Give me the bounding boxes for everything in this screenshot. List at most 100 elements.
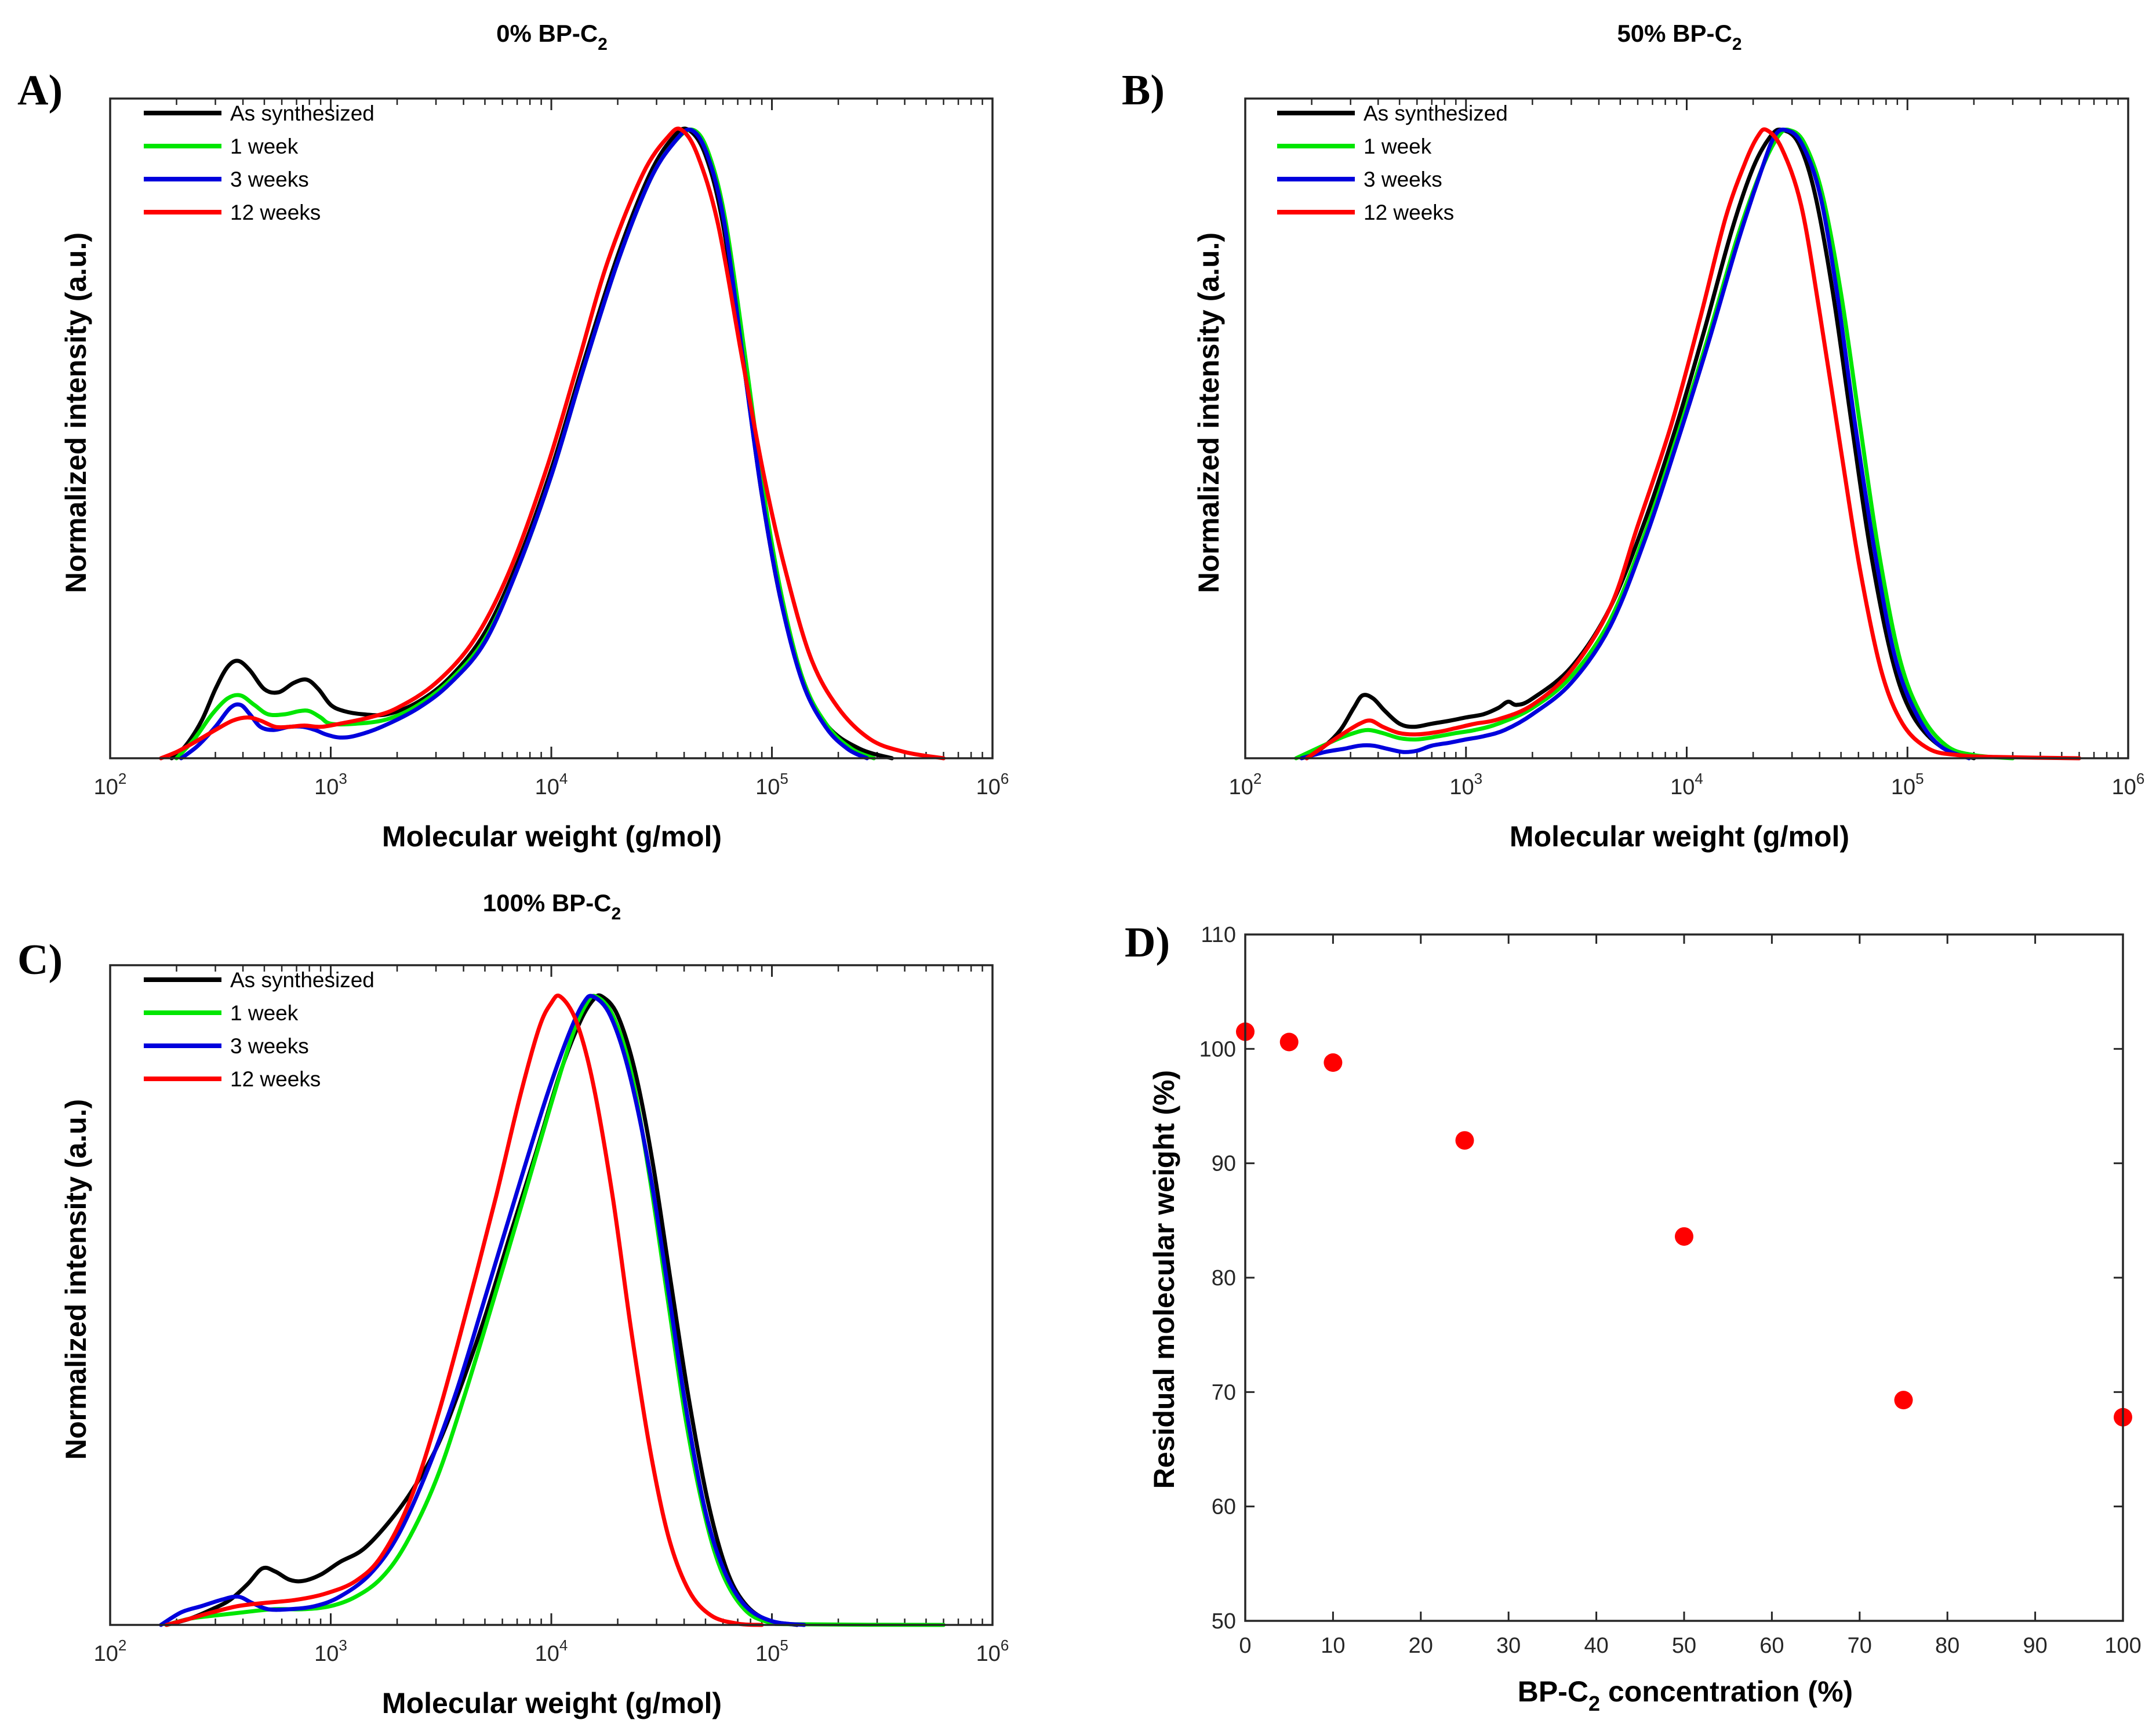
panel-b-x-tick-label: 106 <box>2112 770 2145 799</box>
panel-b: B) 50% BP-C2 102 103 104 105 106 Molecular w… <box>1122 20 2144 853</box>
tick-base: 10 <box>314 775 339 799</box>
panel-a-ylabel: Normalized intensity (a.u.) <box>60 232 92 593</box>
legend-label-12-weeks: 12 weeks <box>230 1067 321 1091</box>
panel-d-axes-box <box>1244 933 2124 1622</box>
panel-c-axes-box <box>109 964 994 1626</box>
panel-c-letter: C) <box>17 936 63 984</box>
tick-base: 10 <box>755 1642 780 1666</box>
panel-a-x-tick-label: 106 <box>976 770 1009 799</box>
panel-c-series-as-synthesized <box>164 993 799 1627</box>
panel-c-title-main: 100% BP-C <box>483 889 612 917</box>
legend-label-1-week: 1 week <box>230 134 299 158</box>
panel-c-series-3-weeks <box>159 994 806 1627</box>
panel-b-axes-box <box>1244 97 2129 759</box>
panel-c-title-sub: 2 <box>612 904 621 923</box>
tick-exponent: 4 <box>559 770 568 787</box>
panel-a-axes-box <box>109 97 994 759</box>
panel-d-plot: 0 10 20 30 40 50 60 70 80 90 100 50 60 70 80 90 100 110 <box>1199 923 2142 1658</box>
panel-d-x-tick-label: 60 <box>1759 1634 1784 1658</box>
panel-d-ylabel: Residual molecular weight (%) <box>1148 1070 1180 1489</box>
panel-b-plot: 102 103 104 105 106 <box>1229 97 2145 799</box>
legend-label-as-synthesized: As synthesized <box>230 101 375 125</box>
panel-d-y-tick-label: 50 <box>1212 1609 1236 1634</box>
tick-base: 10 <box>535 1642 559 1666</box>
legend-label-1-week: 1 week <box>1364 134 1432 158</box>
panel-b-x-tick-label: 102 <box>1229 770 1262 799</box>
legend-label-1-week: 1 week <box>230 1001 299 1025</box>
tick-base: 10 <box>2112 775 2136 799</box>
panel-c-ylabel: Normalized intensity (a.u.) <box>60 1099 92 1460</box>
panel-d-x-tick-label: 100 <box>2104 1634 2141 1658</box>
legend-label-3-weeks: 3 weeks <box>230 168 309 191</box>
legend-label-3-weeks: 3 weeks <box>230 1034 309 1058</box>
panel-a-x-tick-label: 102 <box>94 770 127 799</box>
panel-d-x-tick-label: 50 <box>1672 1634 1696 1658</box>
tick-base: 10 <box>1670 775 1695 799</box>
tick-exponent: 5 <box>780 770 788 787</box>
panel-d-x-tick-label: 0 <box>1239 1634 1251 1658</box>
panel-b-legend: As synthesized 1 week 3 weeks 12 weeks <box>1277 101 1508 224</box>
panel-a-title-sub: 2 <box>598 35 608 54</box>
panel-d-x-tick-label: 40 <box>1584 1634 1608 1658</box>
tick-exponent: 3 <box>1474 770 1482 787</box>
tick-exponent: 2 <box>1253 770 1261 787</box>
tick-exponent: 2 <box>118 1637 126 1654</box>
panel-d-xlabel-sub: 2 <box>1588 1692 1600 1715</box>
panel-d-y-tick-label: 70 <box>1212 1380 1236 1405</box>
panel-d-y-tick-label: 80 <box>1212 1266 1236 1290</box>
panel-b-x-tick-label: 104 <box>1670 770 1703 799</box>
panel-b-series-3-weeks <box>1299 128 1971 761</box>
tick-base: 10 <box>94 775 118 799</box>
panel-b-title-main: 50% BP-C <box>1617 20 1732 47</box>
tick-base: 10 <box>94 1642 118 1666</box>
panel-d-y-tick-label: 100 <box>1199 1037 1236 1061</box>
panel-a-title-main: 0% BP-C <box>496 20 598 47</box>
panel-c: C) 100% BP-C2 102 103 104 105 106 Molecular … <box>17 889 1009 1719</box>
tick-exponent: 6 <box>1001 1637 1009 1654</box>
panel-b-series-as-synthesized <box>1304 128 1976 761</box>
panel-a-series-12-weeks <box>159 126 946 761</box>
panel-d-data-point <box>1894 1391 1913 1410</box>
tick-base: 10 <box>535 775 559 799</box>
panel-c-series-12-weeks <box>164 993 764 1627</box>
panel-b-xlabel: Molecular weight (g/mol) <box>1510 820 1849 853</box>
panel-a-plot: 102 103 104 105 106 <box>94 97 1009 799</box>
panel-d-y-tick-label: 60 <box>1212 1495 1236 1519</box>
panel-b-title: 50% BP-C2 <box>1617 20 1741 54</box>
panel-d-x-tick-label: 20 <box>1409 1634 1433 1658</box>
tick-base: 10 <box>1449 775 1474 799</box>
tick-exponent: 3 <box>339 1637 347 1654</box>
panel-d-x-tick-label: 10 <box>1321 1634 1345 1658</box>
panel-c-x-tick-label: 103 <box>314 1637 347 1666</box>
tick-exponent: 3 <box>339 770 347 787</box>
panel-d-x-tick-label: 30 <box>1496 1634 1521 1658</box>
panel-a-title: 0% BP-C2 <box>496 20 608 54</box>
tick-base: 10 <box>755 775 780 799</box>
panel-d-data-point <box>1675 1227 1693 1246</box>
legend-label-12-weeks: 12 weeks <box>230 201 321 224</box>
panel-c-x-tick-label: 105 <box>755 1637 788 1666</box>
tick-exponent: 6 <box>1001 770 1009 787</box>
tick-base: 10 <box>314 1642 339 1666</box>
panel-a-x-tick-label: 103 <box>314 770 347 799</box>
panel-d-data-point <box>1324 1053 1343 1072</box>
panel-a-x-tick-label: 105 <box>755 770 788 799</box>
tick-exponent: 4 <box>559 1637 568 1654</box>
panel-a: A) 0% BP-C2 102 103 104 105 106 Molecular we… <box>17 20 1009 853</box>
panel-b-letter: B) <box>1122 67 1165 114</box>
panel-d-y-tick-label: 110 <box>1201 923 1236 947</box>
panel-c-x-tick-label: 102 <box>94 1637 127 1666</box>
panel-b-title-sub: 2 <box>1732 35 1742 54</box>
tick-exponent: 4 <box>1695 770 1703 787</box>
legend-label-3-weeks: 3 weeks <box>1364 168 1442 191</box>
panel-c-x-tick-label: 104 <box>535 1637 568 1666</box>
panel-d-x-tick-label: 70 <box>1848 1634 1872 1658</box>
panel-a-x-tick-label: 104 <box>535 770 568 799</box>
panel-a-series-3-weeks <box>179 128 870 761</box>
panel-d-x-tick-label: 80 <box>1935 1634 1959 1658</box>
panel-c-x-tick-label: 106 <box>976 1637 1009 1666</box>
panel-b-series-12-weeks <box>1304 127 2081 761</box>
tick-base: 10 <box>1229 775 1253 799</box>
legend-label-as-synthesized: As synthesized <box>230 968 375 992</box>
panel-b-x-tick-label: 105 <box>1891 770 1924 799</box>
